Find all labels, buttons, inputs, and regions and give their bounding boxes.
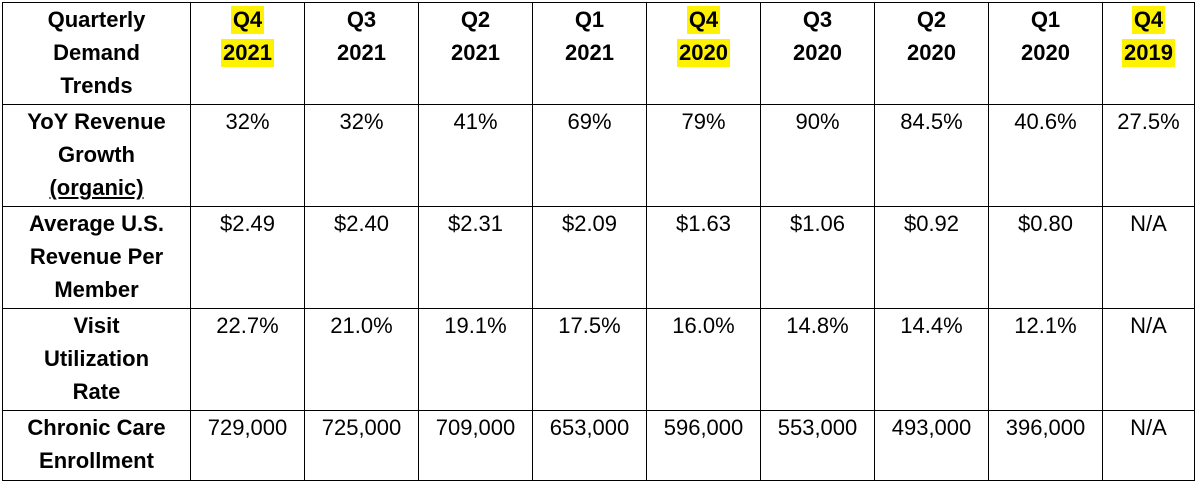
- table-row-visit-utilization-rate: Visit Utilization Rate 22.7% 21.0% 19.1%…: [2, 308, 1195, 411]
- column-header-year: 2021: [565, 40, 614, 65]
- row-label-line: YoY Revenue: [27, 109, 166, 134]
- column-header-q2-2020: Q2 2020: [874, 2, 989, 105]
- table-cell: N/A: [1102, 308, 1195, 411]
- table-cell: 22.7%: [190, 308, 305, 411]
- column-header-quarter: Q1: [1030, 7, 1061, 32]
- table-cell: 32%: [304, 104, 419, 207]
- table-row-chronic-care-enrollment: Chronic Care Enrollment 729,000 725,000 …: [2, 410, 1195, 481]
- table-row-average-revenue-per-member: Average U.S. Revenue Per Member $2.49 $2…: [2, 206, 1195, 309]
- column-header-q3-2021: Q3 2021: [304, 2, 419, 105]
- table-cell: 653,000: [532, 410, 647, 481]
- table-cell: $0.80: [988, 206, 1103, 309]
- table-cell: 69%: [532, 104, 647, 207]
- column-header-q1-2021: Q1 2021: [532, 2, 647, 105]
- row-label-line: Rate: [72, 379, 121, 404]
- table-cell: $2.31: [418, 206, 533, 309]
- table-cell: 709,000: [418, 410, 533, 481]
- column-header-quarter: Q1: [574, 7, 605, 32]
- table-cell: 40.6%: [988, 104, 1103, 207]
- column-header-quarter: Q2: [460, 7, 491, 32]
- table-cell: 21.0%: [304, 308, 419, 411]
- table-cell: 725,000: [304, 410, 419, 481]
- column-header-q4-2021: Q4 2021: [190, 2, 305, 105]
- table-cell: $2.09: [532, 206, 647, 309]
- row-label-cell: YoY Revenue Growth (organic): [2, 104, 191, 207]
- table-cell: 32%: [190, 104, 305, 207]
- table-cell: 79%: [646, 104, 761, 207]
- table-cell: 596,000: [646, 410, 761, 481]
- column-header-year: 2019: [1122, 39, 1175, 67]
- row-label-cell: Visit Utilization Rate: [2, 308, 191, 411]
- column-header-quarter: Q3: [346, 7, 377, 32]
- header-label-cell: Quarterly Demand Trends: [2, 2, 191, 105]
- column-header-q1-2020: Q1 2020: [988, 2, 1103, 105]
- table-cell: 396,000: [988, 410, 1103, 481]
- column-header-quarter: Q3: [802, 7, 833, 32]
- table-cell: 729,000: [190, 410, 305, 481]
- column-header-year: 2021: [451, 40, 500, 65]
- table-cell: 553,000: [760, 410, 875, 481]
- row-label-line: Chronic Care: [27, 415, 166, 440]
- table-cell: 27.5%: [1102, 104, 1195, 207]
- column-header-year: 2020: [907, 40, 956, 65]
- row-label-cell: Average U.S. Revenue Per Member: [2, 206, 191, 309]
- row-label-line: Member: [54, 277, 139, 302]
- table-cell: 493,000: [874, 410, 989, 481]
- column-header-q4-2020: Q4 2020: [646, 2, 761, 105]
- table-cell: $0.92: [874, 206, 989, 309]
- table-cell: 84.5%: [874, 104, 989, 207]
- table-cell: 19.1%: [418, 308, 533, 411]
- header-row: Quarterly Demand Trends Q4 2021 Q3 2021 …: [2, 2, 1195, 105]
- column-header-year: 2021: [221, 39, 274, 67]
- header-label-line: Demand: [53, 40, 140, 65]
- row-label-line: Visit: [73, 313, 120, 338]
- column-header-year: 2020: [677, 39, 730, 67]
- row-label-cell: Chronic Care Enrollment: [2, 410, 191, 481]
- column-header-quarter: Q2: [916, 7, 947, 32]
- table-cell: 14.8%: [760, 308, 875, 411]
- table-cell: 17.5%: [532, 308, 647, 411]
- table-cell: 16.0%: [646, 308, 761, 411]
- table-cell: $1.06: [760, 206, 875, 309]
- header-label-line: Quarterly: [47, 7, 146, 32]
- column-header-year: 2020: [1021, 40, 1070, 65]
- header-label-line: Trends: [60, 73, 133, 98]
- table-cell: 41%: [418, 104, 533, 207]
- column-header-q4-2019: Q4 2019: [1102, 2, 1195, 105]
- column-header-quarter: Q4: [1131, 6, 1166, 34]
- row-label-line: Enrollment: [39, 448, 154, 473]
- column-header-q2-2021: Q2 2021: [418, 2, 533, 105]
- table-cell: $2.49: [190, 206, 305, 309]
- column-header-year: 2020: [793, 40, 842, 65]
- column-header-year: 2021: [337, 40, 386, 65]
- table-cell: 14.4%: [874, 308, 989, 411]
- table-cell: $1.63: [646, 206, 761, 309]
- column-header-quarter: Q4: [230, 6, 265, 34]
- table-cell: N/A: [1102, 206, 1195, 309]
- row-label-line: Average U.S.: [29, 211, 164, 236]
- table-cell: N/A: [1102, 410, 1195, 481]
- table-cell: $2.40: [304, 206, 419, 309]
- table-cell: 12.1%: [988, 308, 1103, 411]
- row-label-line: (organic): [49, 175, 144, 200]
- row-label-line: Growth: [58, 142, 135, 167]
- column-header-quarter: Q4: [686, 6, 721, 34]
- column-header-q3-2020: Q3 2020: [760, 2, 875, 105]
- table-row-yoy-revenue-growth: YoY Revenue Growth (organic) 32% 32% 41%…: [2, 104, 1195, 207]
- table-cell: 90%: [760, 104, 875, 207]
- row-label-line: Revenue Per: [29, 244, 164, 269]
- row-label-line: Utilization: [43, 346, 150, 371]
